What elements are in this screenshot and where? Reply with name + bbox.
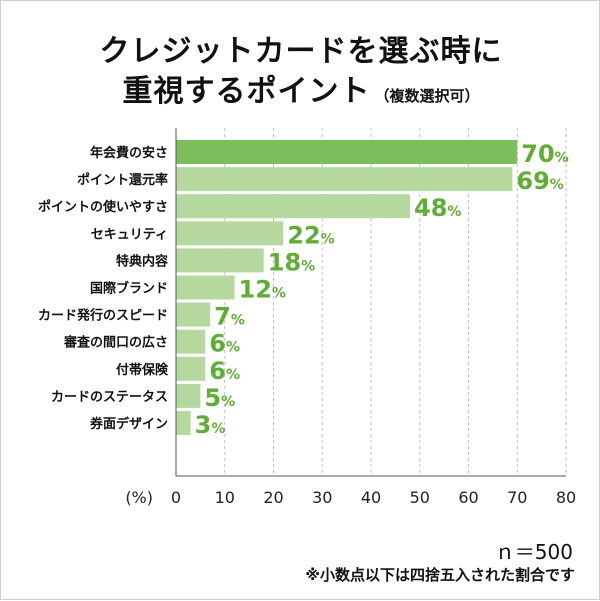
category-label-2: ポイントの使いやすさ [38,199,168,215]
x-tick-label-0: 0 [171,488,181,507]
bar-6 [176,302,211,327]
value-label-2: 48% [414,194,461,222]
category-label-6: カード発行のスピード [38,308,168,324]
value-label-7: 6% [209,330,240,358]
bar-3 [176,221,284,246]
value-label-6: 7% [214,303,245,331]
x-tick-label-70: 70 [507,488,527,507]
x-tick-label-30: 30 [312,488,332,507]
bar-10 [176,411,191,435]
category-label-10: 券面デザイン [89,416,168,432]
x-tick-label-60: 60 [458,488,478,507]
category-label-3: セキュリティ [91,227,168,242]
bar-0 [176,140,518,164]
value-label-0: 70% [521,140,568,168]
sample-size-label: ｎ＝500 [494,540,573,564]
x-tick-label-80: 80 [556,488,576,507]
category-label-0: 年会費の安さ [90,145,168,161]
category-label-7: 審査の間口の広さ [63,335,168,351]
bar-1 [176,167,513,192]
x-tick-label-20: 20 [263,488,283,507]
bar-5 [176,275,235,300]
title-line1-text: クレジットカードを選ぶ時に [99,34,503,69]
value-label-8: 6% [209,357,240,385]
x-tick-label-50: 50 [410,488,430,507]
bar-8 [176,356,206,381]
category-label-1: ポイント還元率 [77,172,168,188]
chart-title-line1: クレジットカードを選ぶ時に [1,26,600,70]
value-label-1: 69% [516,167,563,195]
value-label-3: 22% [287,221,334,249]
bar-4 [176,248,264,273]
title-line2-text: 重視するポイント [122,74,371,109]
category-label-9: カードのステータス [51,390,168,405]
rounding-footnote: ※小数点以下は四捨五入された割合です [305,566,575,584]
bar-2 [176,194,410,219]
value-label-10: 3% [195,411,226,439]
category-label-4: 特典内容 [116,253,168,269]
category-label-5: 国際ブランド [90,281,168,297]
title-note: （複数選択可） [374,87,480,105]
bar-9 [176,383,201,408]
value-label-5: 12% [239,276,286,304]
x-tick-label-40: 40 [361,488,381,507]
value-label-9: 5% [204,384,235,412]
chart-title-line2: 重視するポイント （複数選択可） [1,66,600,110]
value-label-4: 18% [268,248,315,276]
x-tick-label-10: 10 [215,488,235,507]
category-label-8: 付帯保険 [116,362,169,378]
x-axis-unit-label: (%) [125,488,153,507]
bar-7 [176,329,206,354]
